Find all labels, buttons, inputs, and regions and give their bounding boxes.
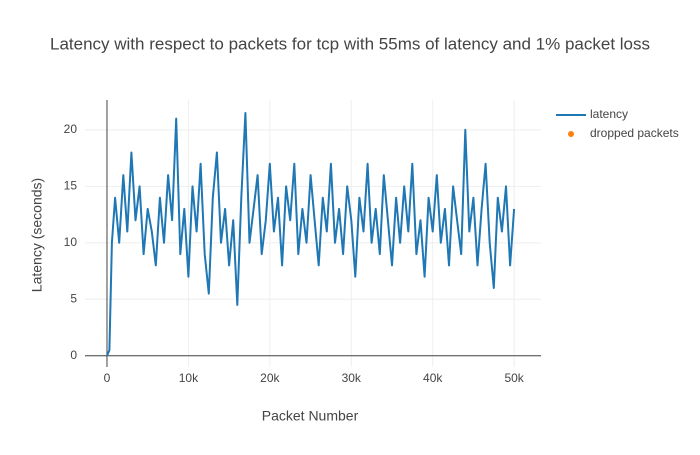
x-tick-label: 30k <box>342 371 362 385</box>
y-axis-label: Latency (seconds) <box>29 178 45 292</box>
x-tick-label: 40k <box>423 371 443 385</box>
y-tick-label: 10 <box>64 235 78 249</box>
y-tick-label: 0 <box>70 348 77 362</box>
x-axis-label: Packet Number <box>262 408 359 424</box>
x-tick-label: 0 <box>104 371 111 385</box>
chart-title: Latency with respect to packets for tcp … <box>50 34 650 53</box>
legend-marker <box>568 131 574 137</box>
line <box>106 112 516 357</box>
legend-label: dropped packets <box>590 126 679 140</box>
y-tick-label: 5 <box>70 291 77 305</box>
y-tick-label: 15 <box>64 179 78 193</box>
x-tick-label: 50k <box>504 371 524 385</box>
legend-label: latency <box>590 107 628 121</box>
x-tick-label: 10k <box>179 371 199 385</box>
y-tick-label: 20 <box>64 122 78 136</box>
x-tick-label: 20k <box>260 371 280 385</box>
